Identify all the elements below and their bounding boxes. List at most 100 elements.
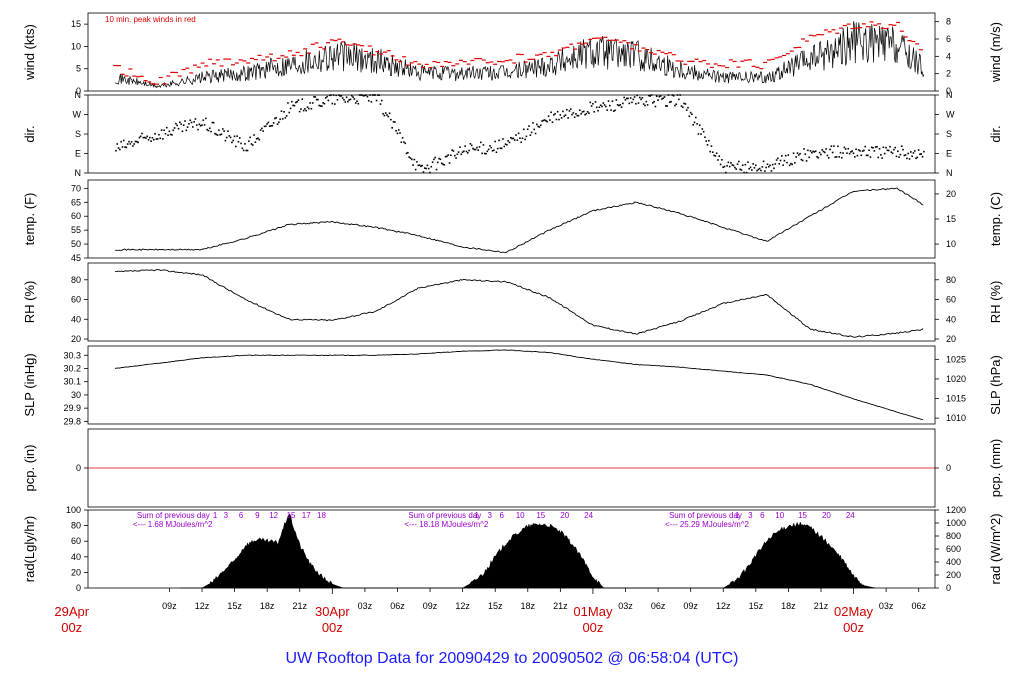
dir-point xyxy=(718,155,721,157)
dir-point xyxy=(688,115,691,118)
dir-point xyxy=(195,124,198,126)
dir-point xyxy=(156,138,159,140)
dir-point xyxy=(539,124,542,127)
day-date-label: 01May xyxy=(573,604,613,619)
dir-point xyxy=(741,164,744,167)
dir-point xyxy=(572,112,575,114)
dir-point xyxy=(743,171,745,174)
right-tick-label: 1025 xyxy=(946,354,966,364)
temp-series-line xyxy=(115,187,924,254)
dir-point xyxy=(826,154,829,157)
dir-point xyxy=(349,98,352,101)
dir-point xyxy=(353,98,356,100)
dir-point xyxy=(619,104,622,106)
dir-point xyxy=(262,130,264,132)
dir-point xyxy=(446,155,448,158)
dir-point xyxy=(659,95,662,97)
dir-point xyxy=(197,128,199,131)
dir-point xyxy=(177,127,180,130)
ylabel-left: SLP (inHg) xyxy=(22,353,37,416)
dir-point xyxy=(493,149,495,152)
dir-point xyxy=(730,162,732,164)
dir-point xyxy=(188,123,190,125)
dir-point xyxy=(701,128,704,130)
dir-point xyxy=(336,99,339,101)
left-tick-label: 20 xyxy=(71,567,81,577)
dir-point xyxy=(218,129,220,131)
dir-point xyxy=(850,151,852,153)
dir-point xyxy=(427,167,430,170)
dir-point xyxy=(638,96,641,99)
dir-point xyxy=(684,103,687,105)
dir-point xyxy=(221,128,224,130)
dir-point xyxy=(536,123,538,126)
dir-point xyxy=(495,151,498,154)
dir-point xyxy=(259,129,262,131)
dir-point xyxy=(877,156,880,159)
dir-point xyxy=(314,96,317,98)
dir-point xyxy=(803,148,805,150)
right-tick-label: 80 xyxy=(946,275,956,285)
dir-point xyxy=(910,151,912,153)
x-axis: 09z 12z 15z 18z 21z 03z 06z 09z 12z 15z 18z 21z 03z 0… xyxy=(54,588,926,635)
dir-point xyxy=(868,149,870,152)
dir-point xyxy=(534,132,537,135)
dir-point xyxy=(507,140,509,142)
dir-point xyxy=(523,128,525,131)
dir-point xyxy=(500,147,503,150)
dir-point xyxy=(384,112,387,114)
right-tick-label: 4 xyxy=(946,51,951,61)
dir-point xyxy=(663,96,666,98)
ylabel-left: rad(Lgly/hr) xyxy=(22,516,37,582)
dir-point xyxy=(494,140,496,143)
peak-wind-note: 10 min. peak winds in red xyxy=(105,15,196,24)
dir-point xyxy=(452,150,455,152)
dir-point xyxy=(267,121,270,124)
dir-point xyxy=(893,148,895,151)
dir-point xyxy=(917,149,920,151)
panel-wind: 0 5 10 15 0 2 4 6 8 wind (kts) wind (m/s) 10 min. p… xyxy=(22,12,1003,96)
left-tick-label: 29.8 xyxy=(63,416,81,426)
right-tick-label: 400 xyxy=(946,557,961,567)
dir-point xyxy=(541,120,543,122)
dir-point xyxy=(438,157,440,160)
dir-point xyxy=(867,154,869,157)
dir-point xyxy=(211,121,214,124)
dir-point xyxy=(691,113,693,116)
hour-marker-label: 20 xyxy=(560,511,569,520)
dir-point xyxy=(648,94,650,97)
dir-point xyxy=(616,104,619,106)
dir-point xyxy=(824,151,826,154)
dir-point xyxy=(278,121,280,124)
dir-point xyxy=(752,163,754,165)
dir-point xyxy=(620,106,623,109)
dir-point xyxy=(129,143,132,145)
dir-point xyxy=(291,100,293,103)
dir-point xyxy=(399,132,401,134)
dir-point xyxy=(851,150,853,152)
dir-point xyxy=(334,103,336,105)
dir-point xyxy=(480,141,482,144)
dir-point xyxy=(671,94,674,96)
right-tick-label: 1015 xyxy=(946,394,966,404)
hour-marker-label: 6 xyxy=(760,511,765,520)
day-time-label: 00z xyxy=(61,620,82,635)
dir-point xyxy=(728,165,731,168)
ylabel-left: dir. xyxy=(22,125,37,142)
dir-point xyxy=(589,101,592,104)
dir-point xyxy=(391,127,393,129)
dir-point xyxy=(116,143,119,145)
dir-point xyxy=(689,111,692,114)
dir-point xyxy=(178,121,181,124)
left-tick-label: 15 xyxy=(71,19,81,29)
dir-point xyxy=(723,165,726,168)
dir-point xyxy=(344,101,347,103)
dir-point xyxy=(135,140,138,143)
dir-point xyxy=(300,108,302,110)
dir-point xyxy=(782,164,784,166)
dir-point xyxy=(430,165,433,168)
dir-point xyxy=(408,156,410,158)
dir-point xyxy=(328,94,331,97)
dir-point xyxy=(661,98,663,100)
dir-point xyxy=(227,130,229,132)
